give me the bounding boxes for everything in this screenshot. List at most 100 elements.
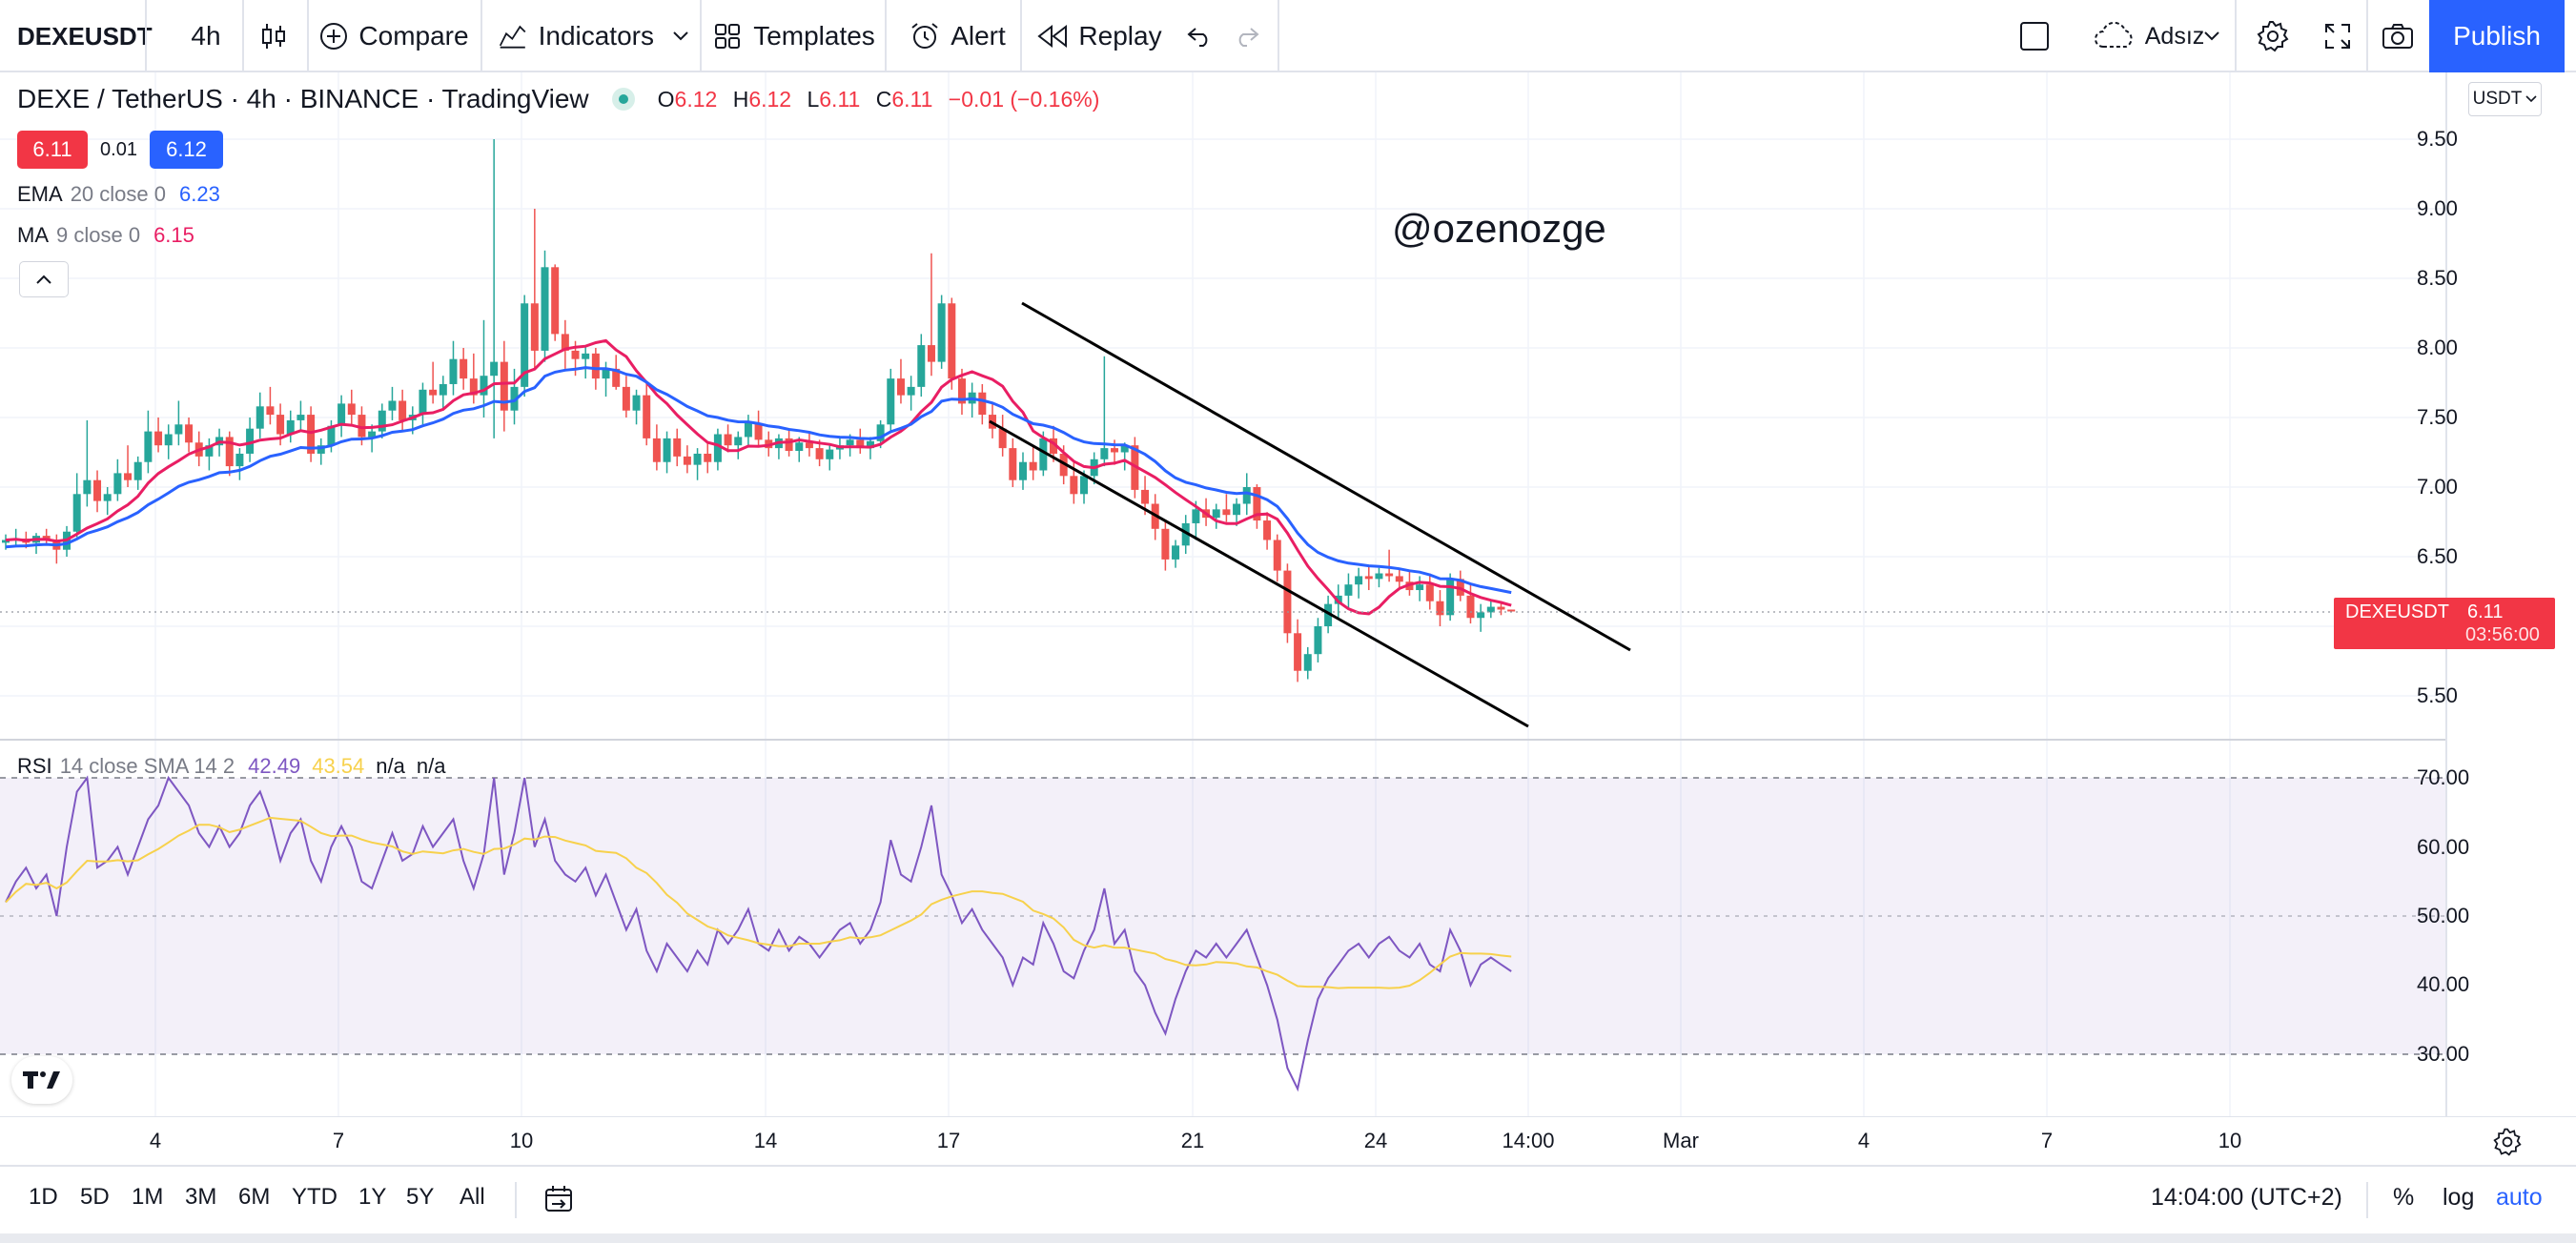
- fullscreen-button[interactable]: [2311, 0, 2364, 72]
- market-status-dot: [611, 88, 635, 111]
- time-axis-label: 24: [1363, 1129, 1388, 1152]
- ma-legend[interactable]: MA 9 close 0 6.15: [17, 223, 194, 248]
- range-button-6m[interactable]: 6M: [238, 1184, 271, 1210]
- candle-body: [1172, 545, 1180, 560]
- tradingview-logo[interactable]: [11, 1056, 72, 1104]
- time-axis-label: 4: [149, 1129, 162, 1152]
- candle-body: [937, 303, 946, 362]
- trendline-lower[interactable]: [989, 419, 1529, 728]
- candle-body: [754, 422, 763, 440]
- candle-body: [734, 437, 743, 446]
- toolbar-divider: [885, 0, 887, 72]
- templates-button[interactable]: Templates: [713, 0, 875, 72]
- undo-button[interactable]: [1180, 0, 1218, 72]
- sell-price-button[interactable]: 6.11: [17, 131, 88, 169]
- auto-scale-toggle[interactable]: auto: [2496, 1184, 2543, 1211]
- candle-body: [571, 350, 580, 359]
- calendar-icon: [545, 1186, 572, 1212]
- candle-body: [998, 428, 1007, 449]
- chart-style-button[interactable]: [250, 0, 297, 72]
- watermark-text: @ozenozge: [1392, 206, 1606, 251]
- chart-area[interactable]: [0, 0, 2576, 1117]
- range-button-5y[interactable]: 5Y: [406, 1184, 435, 1210]
- bottom-toolbar: 1D 5D 1M 3M 6M YTD 1Y 5Y All 14:04:00 (U…: [0, 1165, 2576, 1233]
- candle-body: [205, 445, 214, 457]
- candle-body: [1111, 448, 1119, 453]
- candle-body: [317, 445, 325, 454]
- candle-body: [419, 389, 427, 416]
- trendline-upper[interactable]: [1021, 301, 1631, 652]
- candle-body: [561, 334, 569, 351]
- high-value: 6.12: [748, 86, 792, 112]
- candle-body: [307, 415, 316, 454]
- layout-select-button[interactable]: [2012, 0, 2057, 72]
- candle-body: [1344, 584, 1353, 596]
- chevron-down-icon: [673, 31, 688, 41]
- candle-body: [1273, 540, 1281, 571]
- templates-label: Templates: [753, 21, 875, 51]
- candle-body: [927, 345, 935, 362]
- rsi-axis-label: 50.00: [2417, 904, 2470, 927]
- plus-circle-icon: [320, 23, 348, 50]
- candle-body: [469, 378, 478, 396]
- candle-body: [1314, 626, 1322, 655]
- percent-scale-toggle[interactable]: %: [2393, 1184, 2415, 1211]
- currency-select[interactable]: USDT: [2468, 82, 2542, 116]
- range-button-1m[interactable]: 1M: [132, 1184, 164, 1210]
- interval-button[interactable]: 4h: [191, 21, 221, 51]
- top-toolbar: DEXEUSDT 4h Compare Indicators Templates…: [0, 0, 2576, 72]
- toolbar-divider: [1020, 0, 1022, 72]
- change-value: −0.01 (−0.16%): [948, 86, 1100, 112]
- candle-body: [337, 403, 346, 426]
- axis-settings-button[interactable]: [2492, 1127, 2523, 1157]
- symbol-search-button[interactable]: DEXEUSDT: [17, 21, 153, 51]
- candle-body: [1019, 461, 1027, 480]
- indicators-button[interactable]: Indicators: [498, 0, 654, 72]
- candle-body: [713, 434, 722, 462]
- price-axis-label: 7.50: [2417, 405, 2458, 429]
- range-button-3m[interactable]: 3M: [185, 1184, 217, 1210]
- redo-button[interactable]: [1228, 0, 1266, 72]
- range-button-ytd[interactable]: YTD: [292, 1184, 337, 1210]
- candle-body: [1029, 461, 1037, 471]
- log-scale-toggle[interactable]: log: [2443, 1184, 2475, 1211]
- candle-body: [103, 494, 112, 501]
- candle-body: [1181, 522, 1190, 546]
- candle-body: [1050, 438, 1058, 454]
- replay-button[interactable]: Replay: [1035, 0, 1163, 72]
- candle-body: [530, 303, 539, 351]
- timezone-button[interactable]: 14:04:00 (UTC+2): [2151, 1184, 2342, 1211]
- collapse-legend-button[interactable]: [19, 261, 69, 297]
- candle-body: [1477, 612, 1485, 619]
- toolbar-divider: [1278, 0, 1279, 72]
- save-layout-button[interactable]: Adsız: [2075, 0, 2223, 72]
- range-button-1y[interactable]: 1Y: [358, 1184, 387, 1210]
- goto-date-button[interactable]: [543, 1184, 576, 1216]
- price-axis-label: 8.50: [2417, 266, 2458, 290]
- toolbar-divider: [307, 0, 309, 72]
- time-axis[interactable]: 4 7 10 14 17 21 24 14:00 Mar 4 7 10: [0, 1117, 2576, 1165]
- rsi-legend[interactable]: RSI 14 close SMA 14 2 42.49 43.54 n/a n/…: [17, 754, 445, 779]
- alert-button[interactable]: Alert: [900, 0, 1014, 72]
- settings-button[interactable]: [2242, 0, 2303, 72]
- compare-button[interactable]: Compare: [318, 0, 469, 72]
- publish-button[interactable]: Publish: [2429, 0, 2565, 72]
- range-button-all[interactable]: All: [460, 1184, 485, 1210]
- indicators-dropdown-button[interactable]: [662, 0, 700, 72]
- high-label: H: [732, 86, 749, 112]
- candle-body: [856, 439, 865, 449]
- ema-name: EMA: [17, 182, 63, 206]
- candle-body: [1466, 595, 1475, 619]
- range-button-1d[interactable]: 1D: [29, 1184, 58, 1210]
- candle-body: [1395, 576, 1403, 582]
- snapshot-button[interactable]: [2370, 0, 2425, 72]
- ema-legend[interactable]: EMA 20 close 0 6.23: [17, 182, 220, 207]
- candle-body: [896, 378, 905, 396]
- buy-price-button[interactable]: 6.12: [150, 131, 223, 169]
- layout-dropdown-button[interactable]: [2195, 0, 2229, 72]
- symbol-title[interactable]: DEXE / TetherUS · 4h · BINANCE · Trading…: [17, 84, 589, 113]
- ohlc-values: O6.12 H6.12 L6.11 C6.11 −0.01 (−0.16%): [658, 87, 1100, 112]
- range-button-5d[interactable]: 5D: [80, 1184, 110, 1210]
- bar-countdown: 03:56:00: [2465, 624, 2540, 645]
- rsi-na-2: n/a: [416, 754, 446, 778]
